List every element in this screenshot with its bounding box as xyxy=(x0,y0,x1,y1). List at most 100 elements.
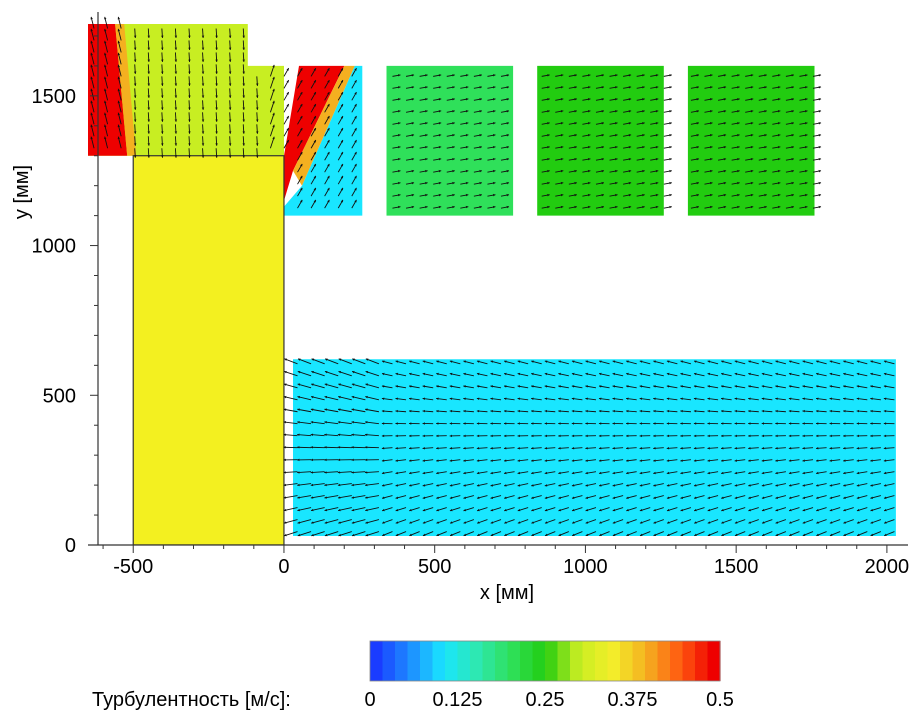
vector-arrowhead xyxy=(409,484,412,487)
vector-arrowhead xyxy=(161,155,164,158)
vector-arrowhead xyxy=(506,110,510,113)
vector-arrowhead xyxy=(398,98,401,101)
vector-arrowhead xyxy=(476,372,480,376)
vector-arrowhead xyxy=(436,484,439,487)
vector-arrowhead xyxy=(352,370,355,374)
vector-arrowhead xyxy=(612,521,616,524)
vector-arrowhead xyxy=(449,422,453,425)
vector-arrowhead xyxy=(707,385,710,388)
vector-arrowhead xyxy=(436,409,439,413)
vector-arrowhead xyxy=(560,98,564,101)
vector-arrowhead xyxy=(829,496,833,499)
solid-block xyxy=(132,155,285,545)
vector-arrowhead xyxy=(506,86,510,89)
vector-arrowhead xyxy=(365,395,368,399)
vector-arrowhead xyxy=(395,397,398,400)
vector-arrowhead xyxy=(585,372,588,376)
velocity-vector xyxy=(351,421,366,425)
vector-arrowhead xyxy=(777,86,781,89)
vector-arrowhead xyxy=(544,409,548,413)
vector-arrowhead xyxy=(721,459,724,462)
vector-arrowhead xyxy=(723,181,727,185)
velocity-vector xyxy=(365,408,379,413)
vector-arrowhead xyxy=(425,122,428,125)
vector-arrowhead xyxy=(337,483,341,487)
vector-arrowhead xyxy=(572,508,575,512)
vector-arrowhead xyxy=(655,86,659,89)
vector-arrowhead xyxy=(655,98,659,101)
vector-arrowhead xyxy=(737,133,740,137)
vector-arrowhead xyxy=(694,508,697,512)
vector-arrowhead xyxy=(147,35,150,38)
vector-arrowhead xyxy=(408,434,412,438)
vector-arrowhead xyxy=(628,74,632,77)
vector-arrowhead xyxy=(696,86,699,89)
vector-arrowhead xyxy=(829,360,833,363)
vector-arrowhead xyxy=(669,157,672,161)
vector-arrowhead xyxy=(395,360,399,363)
vector-arrowhead xyxy=(449,434,453,438)
vector-arrowhead xyxy=(272,124,275,128)
vector-arrowhead xyxy=(382,360,385,363)
vector-arrowhead xyxy=(601,86,604,89)
vector-arrowhead xyxy=(816,459,819,462)
vector-arrowhead xyxy=(283,420,287,424)
vector-arrowhead xyxy=(829,434,832,438)
velocity-vector xyxy=(297,421,312,425)
vector-arrowhead xyxy=(365,521,368,524)
vector-arrowhead xyxy=(750,110,754,113)
vector-arrowhead xyxy=(883,409,887,413)
vector-arrowhead xyxy=(693,471,697,475)
vector-arrowhead xyxy=(653,459,656,462)
vector-arrowhead xyxy=(215,95,218,98)
vector-arrowhead xyxy=(615,74,618,77)
vector-arrowhead xyxy=(188,119,191,122)
vector-arrowhead xyxy=(626,459,629,462)
vector-arrowhead xyxy=(297,458,300,462)
vector-arrowhead xyxy=(311,383,314,386)
vector-arrowhead xyxy=(479,205,482,209)
vector-arrowhead xyxy=(572,533,575,536)
vector-arrowhead xyxy=(694,496,697,499)
vector-arrowhead xyxy=(381,434,385,438)
vector-arrowhead xyxy=(409,471,412,475)
vector-arrowhead xyxy=(338,395,341,399)
vector-arrowhead xyxy=(492,205,496,209)
vector-arrowhead xyxy=(133,155,137,158)
vector-arrowhead xyxy=(737,74,740,77)
vector-arrowhead xyxy=(883,360,887,363)
vector-arrowhead xyxy=(422,521,426,524)
vector-arrowhead xyxy=(479,193,482,197)
x-tick-label: 1500 xyxy=(714,556,759,578)
vector-arrowhead xyxy=(409,508,412,512)
vector-arrowhead xyxy=(174,47,178,50)
vector-arrowhead xyxy=(639,447,642,450)
vector-arrowhead xyxy=(601,205,604,209)
vector-arrowhead xyxy=(628,181,632,185)
vector-arrowhead xyxy=(452,74,455,77)
vector-arrowhead xyxy=(707,459,710,462)
vector-arrowhead xyxy=(870,409,873,413)
vector-arrowhead xyxy=(571,471,575,475)
vector-arrowhead xyxy=(653,397,656,400)
velocity-vector xyxy=(365,507,380,512)
vector-arrowhead xyxy=(313,68,316,71)
vector-arrowhead xyxy=(324,458,327,462)
vector-arrowhead xyxy=(422,409,425,413)
vector-arrowhead xyxy=(666,385,670,388)
vector-arrowhead xyxy=(438,193,442,197)
vector-arrowhead xyxy=(354,116,357,119)
vector-arrowhead xyxy=(337,496,341,499)
vector-arrowhead xyxy=(283,433,286,436)
vector-arrowhead xyxy=(531,422,534,425)
vector-arrowhead xyxy=(228,143,232,146)
vector-arrowhead xyxy=(707,484,711,487)
velocity-vector xyxy=(283,408,298,413)
vector-arrowhead xyxy=(544,459,548,462)
vector-arrowhead xyxy=(365,533,369,537)
vector-arrowhead xyxy=(161,71,164,74)
vector-arrowhead xyxy=(90,124,93,128)
vector-arrowhead xyxy=(818,181,822,185)
vector-arrowhead xyxy=(571,434,575,438)
vector-arrowhead xyxy=(531,459,534,462)
